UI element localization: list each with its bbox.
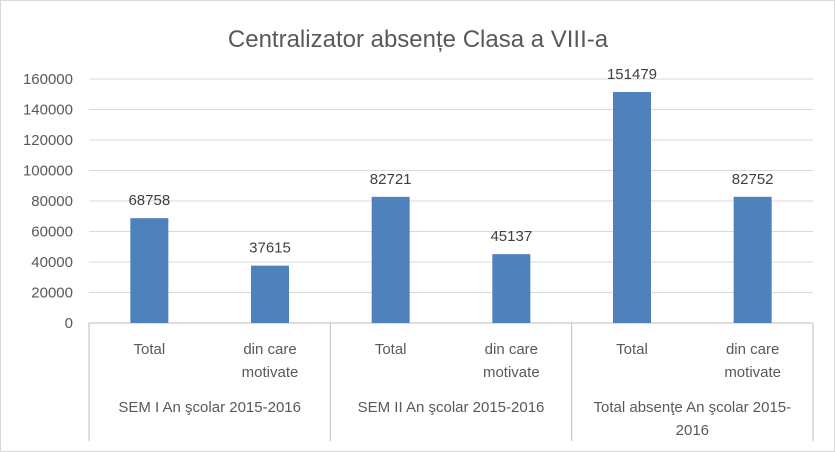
category-label: Total (375, 341, 407, 358)
category-label: Total (616, 341, 648, 358)
y-tick-label: 160000 (23, 71, 73, 88)
y-tick-label: 0 (65, 315, 73, 332)
data-label: 45137 (490, 228, 532, 245)
data-label: 151479 (607, 66, 657, 83)
category-label: din care (243, 341, 296, 358)
group-label: 2016 (676, 422, 709, 439)
bar (733, 196, 772, 323)
y-tick-label: 40000 (31, 254, 73, 271)
y-tick-label: 60000 (31, 224, 73, 241)
group-label: Total absenţe An şcolar 2015- (594, 399, 792, 416)
bar (492, 254, 531, 323)
category-label: motivate (242, 364, 299, 381)
y-tick-label: 100000 (23, 163, 73, 180)
data-label: 82721 (370, 171, 412, 188)
bar (613, 91, 651, 323)
data-label: 37615 (249, 240, 291, 257)
category-label: motivate (724, 364, 781, 381)
group-label: SEM II An şcolar 2015-2016 (358, 399, 545, 416)
category-label: din care (485, 341, 538, 358)
category-label: motivate (483, 364, 540, 381)
bar (371, 196, 410, 323)
y-tick-label: 80000 (31, 193, 73, 210)
y-tick-label: 140000 (23, 102, 73, 119)
data-label: 82752 (732, 171, 774, 188)
category-label: Total (133, 341, 165, 358)
bar (251, 265, 289, 323)
y-tick-label: 120000 (23, 132, 73, 149)
chart-title: Centralizator absențe Clasa a VIII-a (228, 26, 609, 53)
group-label: SEM I An şcolar 2015-2016 (118, 399, 301, 416)
y-tick-label: 20000 (31, 285, 73, 302)
data-label: 68758 (128, 192, 170, 209)
category-label: din care (726, 341, 779, 358)
bar (130, 218, 169, 323)
